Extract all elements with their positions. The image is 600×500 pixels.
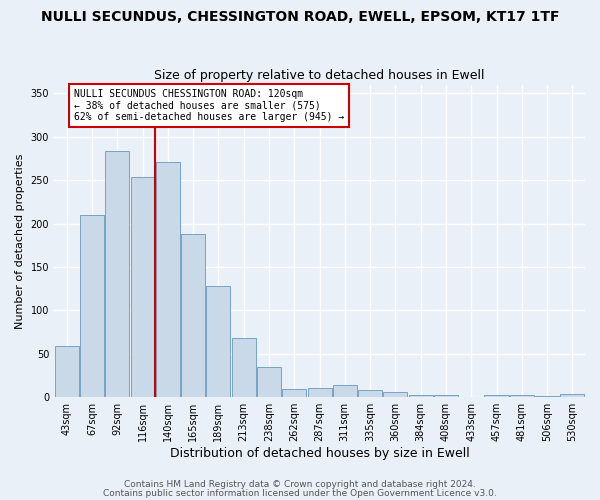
Bar <box>383 392 407 397</box>
Bar <box>282 388 306 397</box>
Y-axis label: Number of detached properties: Number of detached properties <box>15 153 25 328</box>
Bar <box>434 396 458 397</box>
Bar <box>257 367 281 397</box>
Bar <box>232 338 256 397</box>
Title: Size of property relative to detached houses in Ewell: Size of property relative to detached ho… <box>154 69 485 82</box>
Bar <box>80 215 104 397</box>
Bar <box>484 394 509 397</box>
Bar <box>181 234 205 397</box>
Bar <box>131 178 155 397</box>
Bar <box>55 346 79 397</box>
X-axis label: Distribution of detached houses by size in Ewell: Distribution of detached houses by size … <box>170 447 469 460</box>
Bar <box>156 162 180 397</box>
Bar <box>510 396 534 397</box>
Text: NULLI SECUNDUS, CHESSINGTON ROAD, EWELL, EPSOM, KT17 1TF: NULLI SECUNDUS, CHESSINGTON ROAD, EWELL,… <box>41 10 559 24</box>
Bar <box>105 152 129 397</box>
Bar <box>535 396 559 397</box>
Bar <box>308 388 332 397</box>
Bar <box>409 394 433 397</box>
Bar <box>333 385 357 397</box>
Text: Contains public sector information licensed under the Open Government Licence v3: Contains public sector information licen… <box>103 488 497 498</box>
Text: Contains HM Land Registry data © Crown copyright and database right 2024.: Contains HM Land Registry data © Crown c… <box>124 480 476 489</box>
Bar <box>560 394 584 397</box>
Text: NULLI SECUNDUS CHESSINGTON ROAD: 120sqm
← 38% of detached houses are smaller (57: NULLI SECUNDUS CHESSINGTON ROAD: 120sqm … <box>74 89 344 122</box>
Bar <box>206 286 230 397</box>
Bar <box>358 390 382 397</box>
